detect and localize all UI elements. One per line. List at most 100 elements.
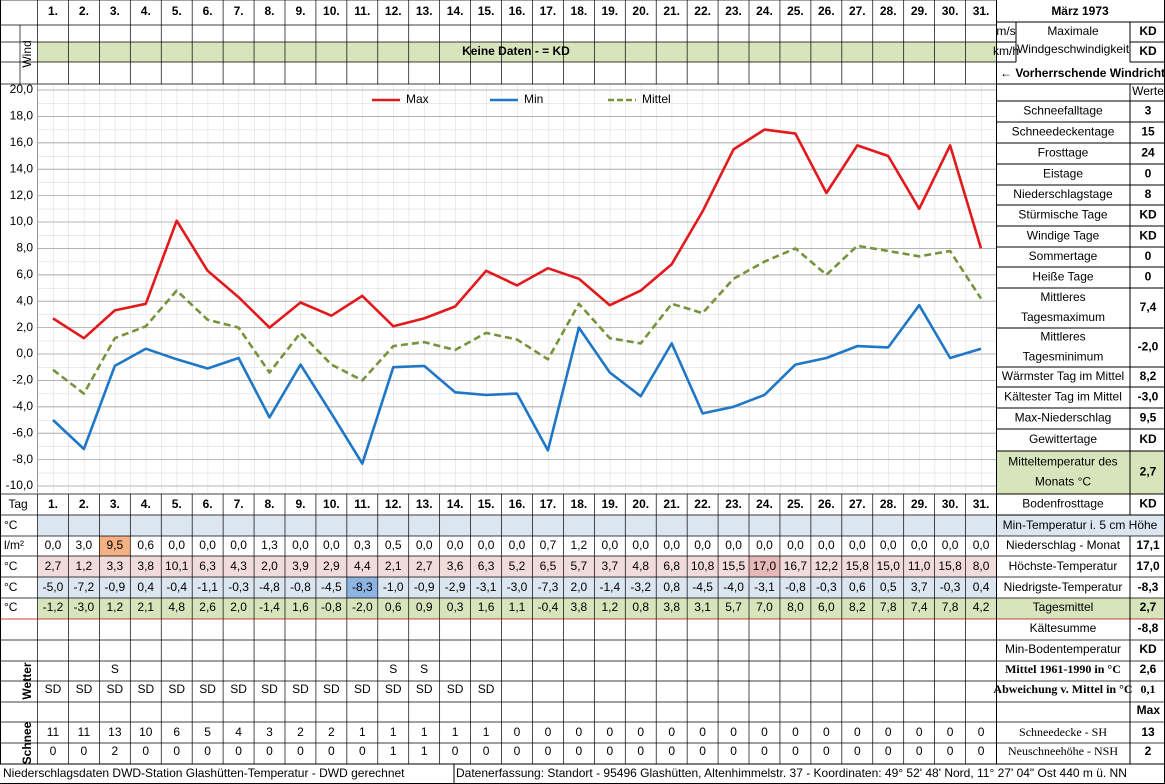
weather-cell: SD: [323, 682, 340, 696]
temp-cell: 7,8: [880, 600, 897, 614]
snow-cell: 0: [483, 744, 490, 758]
day-header: 5.: [172, 4, 182, 18]
day-header: 19.: [601, 4, 618, 18]
series-line: [52, 303, 982, 465]
temp-cell: 2,6: [199, 600, 216, 614]
temp-cell: 8,0: [973, 559, 990, 573]
day-header: 15.: [478, 497, 495, 511]
weather-cell: SD: [76, 682, 93, 696]
snow-cell: 0: [545, 744, 552, 758]
temp-cell: -2,9: [445, 580, 466, 594]
stat-label: Monats °C: [1035, 475, 1091, 489]
snow-cell: 2: [111, 744, 118, 758]
precip-cell: 0,0: [478, 538, 495, 552]
wind-max-label: Maximale: [1047, 24, 1099, 38]
snow-cell: 0: [916, 744, 923, 758]
temp-cell: -3,1: [476, 580, 497, 594]
precip-cell: 0,0: [818, 538, 835, 552]
day-header: 25.: [787, 4, 804, 18]
snow-cell: 13: [108, 725, 122, 739]
temp-cell: 2,0: [230, 600, 247, 614]
temp-cell: 3,6: [447, 559, 464, 573]
snow-cell: 0: [576, 725, 583, 739]
snow-cell: 0: [668, 744, 675, 758]
y-tick-label: -4,0: [12, 399, 33, 413]
snow-cell: 2: [297, 725, 304, 739]
temp-cell: 0,4: [137, 580, 154, 594]
summary-label: Schneedecke - SH: [1019, 725, 1107, 739]
temp-cell: 6,3: [199, 559, 216, 573]
footer-left: Niederschlagsdaten DWD-Station Glashütte…: [3, 766, 405, 780]
summary-value: -8,8: [1138, 621, 1159, 635]
snow-cell: 0: [668, 725, 675, 739]
precip-cell: 0,0: [663, 538, 680, 552]
day-header: 6.: [203, 497, 213, 511]
precip-cell: 0,0: [880, 538, 897, 552]
snow-cell: 6: [173, 725, 180, 739]
snow-cell: 0: [142, 744, 149, 758]
stat-label: Tagesminimum: [1023, 350, 1104, 364]
series-line: [52, 244, 983, 395]
snow-cell: 0: [885, 744, 892, 758]
snow-cell: 0: [297, 744, 304, 758]
snow-cell: 0: [50, 744, 57, 758]
y-tick-label: -8,0: [12, 452, 33, 466]
snow-cell: 0: [699, 725, 706, 739]
stat-label: Mittleres: [1040, 330, 1085, 344]
legend-label: Mittel: [642, 92, 671, 106]
day-header: 10.: [323, 4, 340, 18]
summary-label: Niedrigste-Temperatur: [1004, 580, 1123, 594]
day-header: 29.: [911, 4, 928, 18]
temp-cell: 10,8: [691, 559, 715, 573]
snow-cell: 0: [204, 744, 211, 758]
weather-cell: SD: [199, 682, 216, 696]
summary-header: Min-Temperatur i. 5 cm Höhe: [1003, 518, 1158, 532]
temp-cell: -8,3: [352, 580, 373, 594]
temp-cell: -2,0: [352, 600, 373, 614]
summary-label: Abweichung v. Mittel in °C: [993, 682, 1132, 696]
temp-cell: -0,3: [228, 580, 249, 594]
precip-cell: 0,0: [787, 538, 804, 552]
summary-label: Mittel 1961-1990 in °C: [1005, 662, 1121, 676]
day-header: 1.: [48, 4, 58, 18]
summary-value: 0,1: [1141, 682, 1156, 696]
day-header: 17.: [540, 497, 557, 511]
temp-cell: -3,2: [630, 580, 651, 594]
temp-cell: -0,9: [104, 580, 125, 594]
stat-value: 0: [1145, 167, 1152, 181]
stat-label: Mitteltemperatur des: [1008, 455, 1117, 469]
temp-cell: 1,1: [509, 600, 526, 614]
weather-cell: S: [389, 662, 397, 676]
day-header: 19.: [601, 497, 618, 511]
temp-cell: -0,4: [166, 580, 187, 594]
temp-cell: 2,7: [416, 559, 433, 573]
day-header: 28.: [880, 4, 897, 18]
precip-cell: 1,3: [261, 538, 278, 552]
temp-cell: 4,8: [168, 600, 185, 614]
temp-cell: 5,7: [571, 559, 588, 573]
day-header: 23.: [725, 4, 742, 18]
temp-cell: 3,7: [601, 559, 618, 573]
row-bg: [37, 577, 997, 598]
weather-cell: SD: [385, 682, 402, 696]
stat-value: 2,7: [1140, 465, 1157, 479]
day-header: 30.: [942, 4, 959, 18]
day-header: 15.: [478, 4, 495, 18]
temp-cell: 1,6: [292, 600, 309, 614]
day-header: 13.: [416, 4, 433, 18]
precip-cell: 0,3: [354, 538, 371, 552]
snow-cell: 11: [47, 725, 60, 739]
weather-cell: SD: [478, 682, 495, 696]
day-header: 27.: [849, 4, 866, 18]
snow-cell: 0: [514, 744, 521, 758]
stat-label: Tagesmaximum: [1021, 310, 1105, 324]
day-header: 7.: [234, 497, 244, 511]
temp-cell: 15,5: [722, 559, 746, 573]
temp-cell: -1,4: [599, 580, 620, 594]
day-header: 1.: [48, 497, 58, 511]
stat-label: Gewittertage: [1029, 432, 1097, 446]
precip-cell: 0,5: [385, 538, 402, 552]
temp-cell: 0,5: [880, 580, 897, 594]
snow-cell: 10: [139, 725, 153, 739]
